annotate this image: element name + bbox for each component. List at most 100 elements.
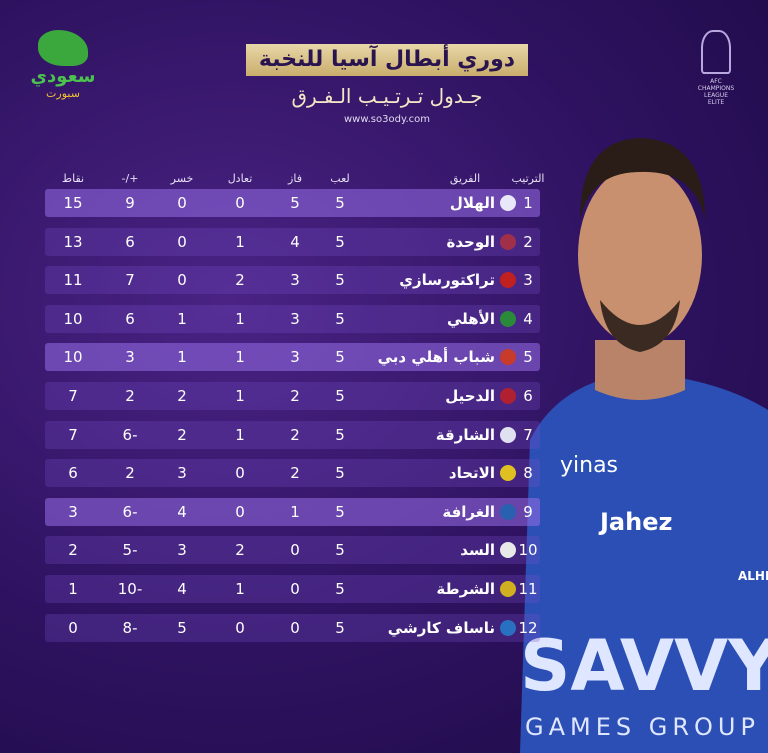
stat: 5 (335, 309, 345, 328)
stat: 10 (63, 348, 83, 367)
table-row: 1 الهلال 5 5 0 0 9 15 (45, 189, 540, 217)
player: yinas Jahez ALHILAL SAVVY GAMES GROUP (520, 138, 768, 753)
stat: 5 (290, 194, 300, 212)
table-row: 6 الدحيل 5 2 1 2 2 7 (45, 382, 540, 410)
stat: 9 (125, 194, 135, 212)
stat: 5 (335, 425, 345, 444)
stat: 15 (63, 194, 83, 212)
neck (595, 340, 685, 400)
stat: 0 (235, 194, 245, 212)
stat: 2 (290, 387, 300, 405)
stat: 6 (125, 309, 135, 328)
team-logo (500, 581, 516, 597)
team-logo (500, 310, 516, 327)
shirt-text: ALHILAL (738, 569, 768, 583)
logo: سعودي سبورت (28, 30, 98, 120)
stat: 10 (63, 309, 83, 328)
team-name: شباب أهلي دبي (377, 348, 495, 367)
team-logo (500, 195, 516, 211)
stat: 3 (290, 348, 300, 367)
stat: -10 (117, 580, 143, 598)
stat: 7 (68, 387, 78, 405)
stat: 2 (235, 541, 245, 560)
column-header: الفريق (449, 172, 481, 185)
table-row: 12 ناساف كارشي 5 0 0 5 -8 0 (45, 613, 540, 642)
rank: 5 (523, 348, 533, 367)
stat: 5 (335, 580, 345, 598)
stat: 5 (335, 194, 345, 212)
title: دوري أبطال آسيا للنخبة (246, 44, 528, 76)
stat: 3 (125, 348, 135, 367)
column-header: لعب (330, 172, 350, 185)
team-logo (500, 388, 516, 404)
stat: 0 (68, 618, 78, 637)
table-row: 9 الغرافة 5 1 0 4 -6 3 (45, 497, 540, 526)
stat: 2 (290, 425, 300, 444)
rank: 3 (523, 271, 533, 290)
stat: 0 (177, 271, 187, 290)
team-name: تراكتورسازي (399, 271, 495, 290)
table-row: 7 الشارقة 5 2 1 2 -6 7 (45, 420, 540, 449)
stat: 2 (177, 387, 187, 405)
stat: 5 (335, 271, 345, 290)
stat: 4 (177, 580, 187, 598)
stat: 0 (235, 618, 245, 637)
rank: 2 (523, 232, 533, 251)
stat: -8 (122, 618, 138, 637)
team-name: السد (460, 541, 495, 560)
stat: 1 (235, 387, 245, 405)
table-row: 10 السد 5 0 2 3 -5 2 (45, 536, 540, 565)
website: www.so3ody.com (344, 114, 430, 125)
stat: 6 (125, 232, 135, 251)
team-name: الهلال (449, 194, 495, 212)
column-header: الترتيب (511, 172, 545, 185)
shirt (520, 372, 768, 753)
trophy (701, 30, 731, 74)
rank: 8 (523, 464, 533, 483)
logo-text: سبورت (46, 87, 80, 100)
stat: 5 (335, 464, 345, 483)
beard (600, 300, 680, 352)
column-header: تعادل (227, 172, 253, 185)
rank: 4 (523, 309, 533, 328)
stat: 1 (235, 348, 245, 367)
stat: -6 (122, 425, 138, 444)
stat: 1 (177, 348, 187, 367)
stat: 11 (63, 271, 83, 290)
logo-text: سعودي (30, 66, 96, 87)
stat: 0 (290, 580, 300, 598)
column-header: +/- (121, 172, 139, 185)
subtitle: جـدول تـرتـيـب الـفـرق (291, 84, 483, 108)
team-name: الاتحاد (448, 464, 495, 483)
team-logo (500, 272, 516, 289)
stat: 5 (177, 618, 187, 637)
stat: 5 (335, 387, 345, 405)
team-logo (500, 503, 516, 520)
stat: 2 (125, 387, 135, 405)
rank: 9 (523, 502, 533, 521)
table-row: 2 الوحدة 5 4 1 0 6 13 (45, 227, 540, 256)
team-logo (500, 426, 516, 443)
stat: 0 (177, 232, 187, 251)
team-name: الأهلي (446, 309, 495, 328)
rank: 1 (523, 194, 533, 212)
hair (580, 138, 705, 220)
stat: -5 (122, 541, 138, 560)
stat: 0 (177, 194, 187, 212)
stat: 2 (125, 464, 135, 483)
team-logo (500, 233, 516, 250)
stat: 3 (68, 502, 78, 521)
team-name: الدحيل (445, 387, 495, 405)
team-logo (500, 465, 516, 482)
stat: 1 (235, 580, 245, 598)
stat: 5 (335, 541, 345, 560)
stat: 7 (125, 271, 135, 290)
stat: 0 (290, 541, 300, 560)
afc-logo: AFC CHAMPIONS LEAGUE ELITE (692, 30, 740, 106)
stat: 13 (63, 232, 83, 251)
stat: 6 (68, 464, 78, 483)
stat: 3 (290, 271, 300, 290)
table-row: 5 شباب أهلي دبي 5 3 1 1 3 10 (45, 343, 540, 372)
shirt-text: GAMES GROUP (525, 713, 760, 741)
